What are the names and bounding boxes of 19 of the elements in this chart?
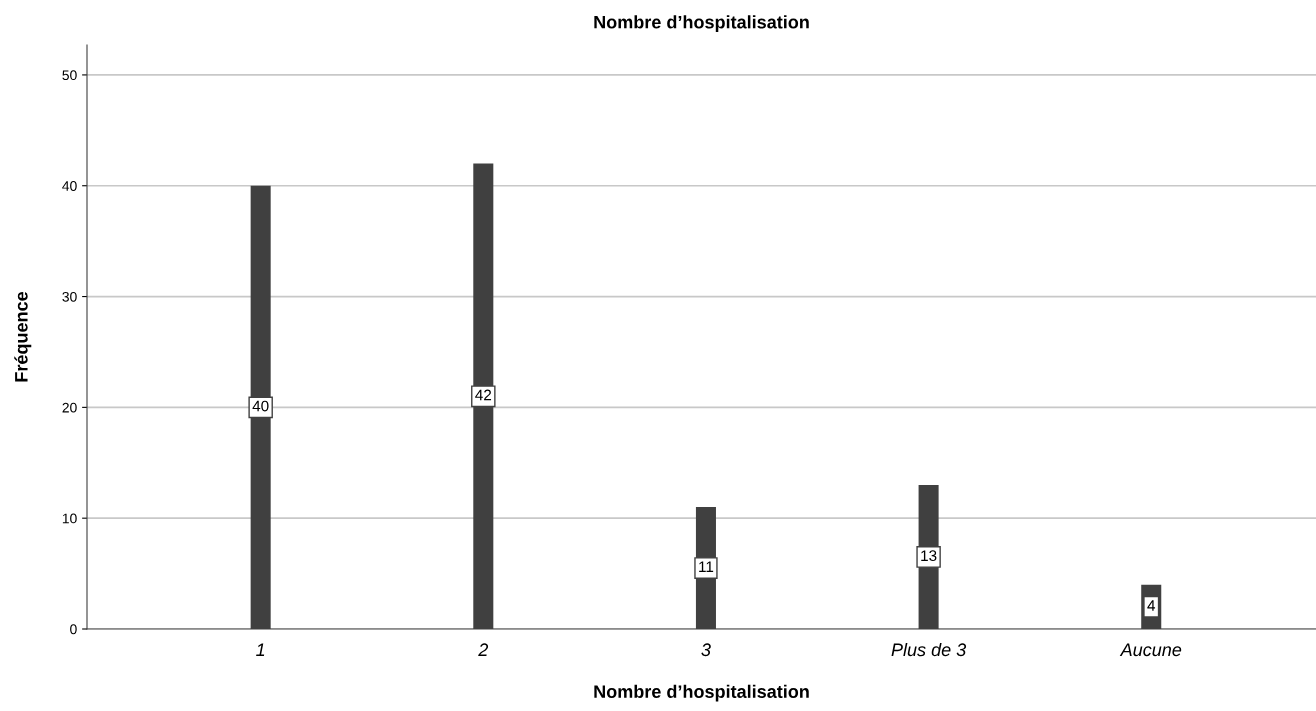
data-label: 13 <box>921 550 937 562</box>
x-axis-title: Nombre d’hospitalisation <box>594 684 809 702</box>
data-label: 40 <box>252 400 269 412</box>
data-label: 4 <box>1147 600 1156 611</box>
y-tick-label: 50 <box>62 70 77 81</box>
data-label: 11 <box>699 561 714 572</box>
x-tick-label: Aucune <box>1119 643 1182 657</box>
x-tick-label: 3 <box>701 643 711 657</box>
chart-title: Nombre d’hospitalisation <box>594 15 809 33</box>
y-axis-title: Fréquence <box>14 291 32 382</box>
data-label: 42 <box>475 389 492 401</box>
y-tick-label: 40 <box>62 181 77 191</box>
x-tick-label: 1 <box>256 643 265 656</box>
y-tick-label: 30 <box>62 291 77 302</box>
y-tick-label: 0 <box>70 624 77 635</box>
y-tick-label: 10 <box>62 513 77 524</box>
x-tick-label: Plus de 3 <box>891 642 967 657</box>
y-tick-label: 20 <box>62 402 77 413</box>
x-tick-label: 2 <box>478 643 489 656</box>
